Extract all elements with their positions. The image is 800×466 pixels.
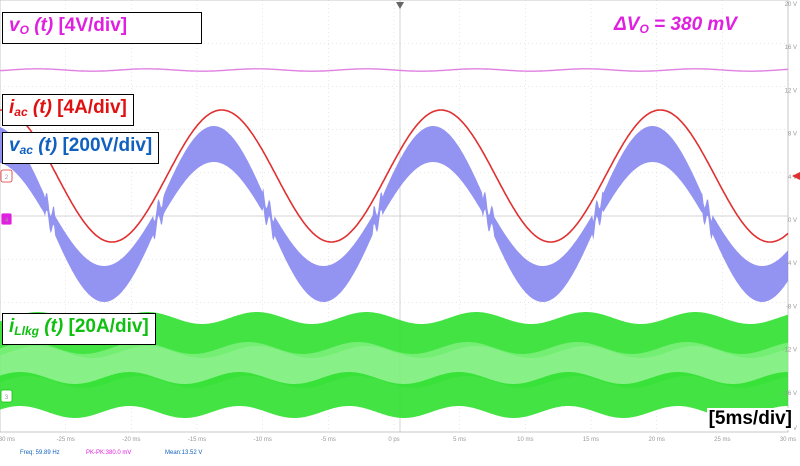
measurement-text: PK-PK:380.0 mV [86, 450, 131, 456]
vac-var: vac (t) [9, 135, 58, 157]
trigger-level-marker [792, 172, 800, 180]
ripple-annotation: ΔVO = 380 mV [614, 14, 737, 36]
measurement-text: Freq: 59.89 Hz [20, 450, 60, 456]
x-tick-label: -25 ms [56, 437, 74, 443]
ilkg-scale: [20A/div] [63, 316, 149, 337]
y-tick-label: -16 V [783, 391, 797, 397]
y-tick-label: -12 V [783, 348, 797, 354]
series-vac-band [0, 126, 788, 302]
x-tick-label: -30 ms [0, 437, 15, 443]
vo-scale: [4V/div] [53, 15, 128, 36]
series-label-iac: iac (t) [4A/div] [2, 94, 134, 126]
channel-marker: 4 [0, 212, 13, 226]
channel-marker: 2 [0, 169, 13, 183]
series-vo-line [0, 68, 789, 72]
ilkg-var: iLlkg (t) [9, 316, 64, 338]
vac-scale: [200V/div] [57, 135, 153, 156]
series-label-vo: vO (t) [4V/div] [2, 12, 202, 44]
series-iac-line [0, 109, 789, 243]
x-tick-label: 10 ms [517, 437, 533, 443]
iac-scale: [4A/div] [51, 97, 127, 118]
y-tick-label: 16 V [785, 45, 797, 51]
channel-marker-box [0, 212, 13, 226]
trigger-time-marker [396, 2, 404, 9]
y-tick-label: 12 V [785, 88, 797, 94]
y-tick-label: -8 V [786, 304, 797, 310]
plot-frame [0, 0, 789, 433]
y-tick-labels: 20 V16 V12 V8 V4 V0 V-4 V-8 V-12 V-16 V-… [783, 2, 797, 432]
series-label-vac: vac (t) [200V/div] [2, 132, 160, 164]
channel-marker: 3 [0, 389, 13, 403]
y-tick-label: 20 V [785, 2, 797, 8]
x-tick-labels: -30 ms -25 ms -20 ms -15 ms -10 ms -5 ms 0 ps 5… [0, 437, 796, 443]
series-ilkg-band [0, 312, 788, 358]
traces [0, 68, 789, 418]
x-tick-label: 5 ms [453, 437, 466, 443]
x-tick-label: -10 ms [253, 437, 271, 443]
x-tick-label: 20 ms [648, 437, 664, 443]
x-tick-label: -20 ms [122, 437, 140, 443]
series-ilkg-band [0, 372, 788, 418]
x-tick-label: 30 ms [780, 437, 796, 443]
measurements: Freq: 59.89 Hz PK-PK:380.0 mV Mean:13.52 V [20, 450, 202, 456]
y-tick-label: 0 V [788, 218, 797, 224]
x-tick-label: -5 ms [321, 437, 336, 443]
channel-marker-label: 2 [5, 175, 9, 181]
channel-markers: 2 4 3 [0, 2, 800, 403]
iac-var: iac (t) [9, 97, 52, 119]
time-scale-label: [5ms/div] [706, 408, 794, 430]
x-tick-label: 0 ps [388, 437, 399, 443]
measurement-text: Mean:13.52 V [165, 450, 202, 456]
y-tick-label: 4 V [788, 175, 797, 181]
x-tick-label: 15 ms [583, 437, 599, 443]
x-tick-label: -15 ms [188, 437, 206, 443]
series-label-ilkg: iLlkg (t) [20A/div] [2, 313, 156, 345]
vo-var: vO (t) [9, 15, 54, 37]
channel-marker-label: 3 [5, 395, 9, 401]
channel-marker-box [0, 169, 13, 183]
y-tick-label: 8 V [788, 132, 797, 138]
x-tick-label: 25 ms [714, 437, 730, 443]
channel-marker-box [0, 389, 13, 403]
y-tick-label: -4 V [786, 261, 797, 267]
channel-marker-label: 4 [5, 218, 9, 224]
